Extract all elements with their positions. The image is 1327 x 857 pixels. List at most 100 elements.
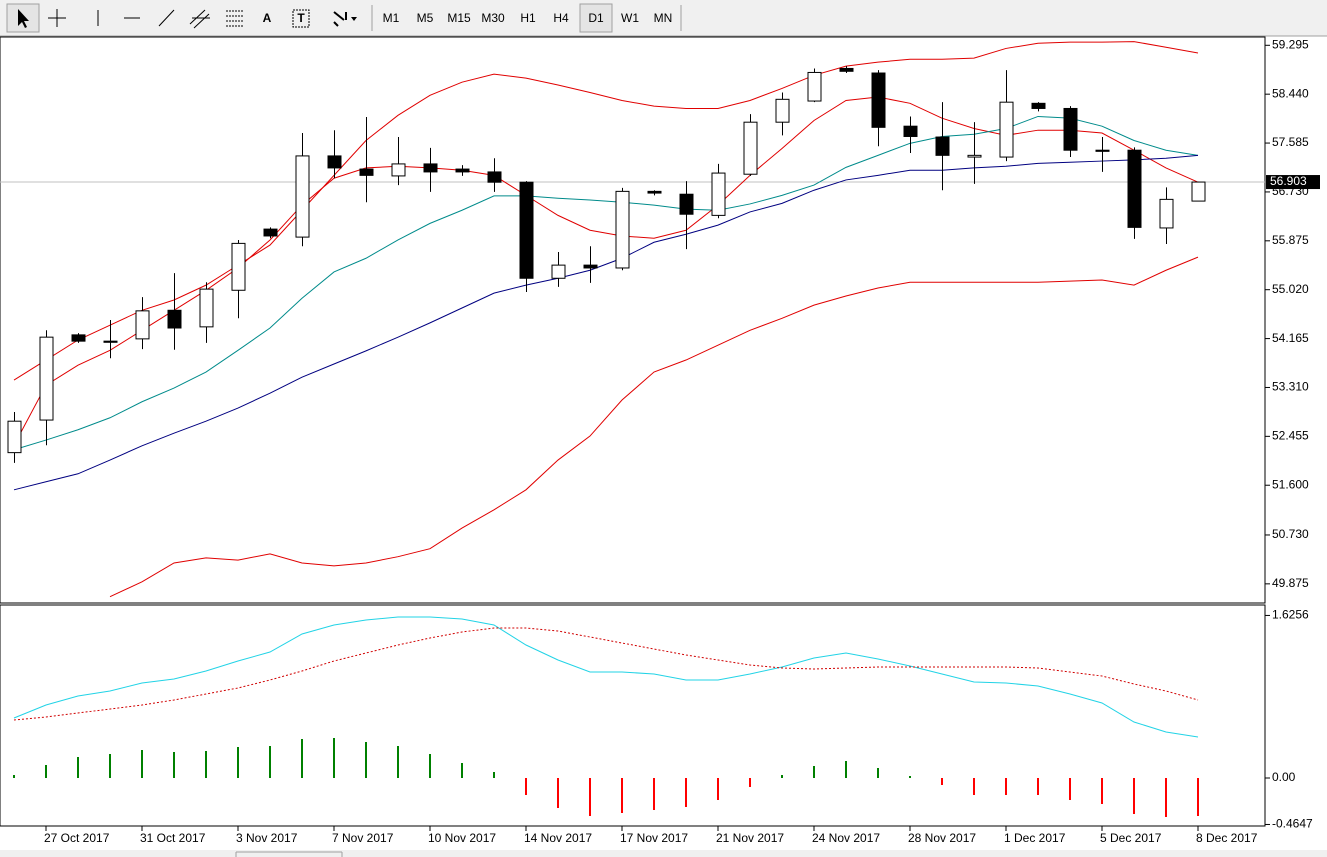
period-button[interactable]: M1 xyxy=(383,11,400,25)
price-plot xyxy=(0,41,1265,598)
current-price-box xyxy=(1266,175,1320,190)
macd-line xyxy=(13,616,1199,738)
candle-body xyxy=(359,168,374,176)
period-button[interactable]: H1 xyxy=(520,11,536,25)
cursor-icon xyxy=(18,9,29,28)
x-tick-label: 5 Dec 2017 xyxy=(1100,831,1162,845)
arrows-button[interactable] xyxy=(333,11,347,27)
y-tick-label: -0.4647 xyxy=(1272,817,1313,831)
candle-body xyxy=(1159,198,1174,229)
y-tick-label: 57.585 xyxy=(1272,135,1309,149)
candle-body xyxy=(391,163,406,177)
candle-body xyxy=(583,264,598,269)
y-tick-label: 54.165 xyxy=(1272,331,1309,345)
y-tick-label: 53.310 xyxy=(1272,380,1309,394)
candle-body xyxy=(135,310,150,340)
indicator-plot xyxy=(13,616,1199,817)
candle-body xyxy=(39,336,54,421)
indicator-line xyxy=(13,41,1199,381)
period-button[interactable]: M15 xyxy=(447,11,471,25)
trendline-button[interactable] xyxy=(158,9,175,27)
candle-body xyxy=(935,136,950,156)
period-button[interactable]: M30 xyxy=(481,11,505,25)
arrows-dropdown[interactable] xyxy=(351,17,357,21)
y-tick-label: 51.600 xyxy=(1272,477,1309,491)
candle-body xyxy=(487,171,502,183)
indicator-line xyxy=(13,154,1199,491)
candle-body xyxy=(903,125,918,137)
y-tick-label: 52.455 xyxy=(1272,429,1309,443)
x-tick-label: 28 Nov 2017 xyxy=(908,831,976,845)
period-button[interactable]: H4 xyxy=(553,11,569,25)
candle-body xyxy=(1127,149,1142,228)
text-label-box xyxy=(292,9,310,28)
period-button[interactable]: M5 xyxy=(417,11,434,25)
text-tool-button[interactable]: T xyxy=(297,11,305,25)
candle-body xyxy=(455,168,470,173)
candle-body xyxy=(967,154,982,158)
candle-body xyxy=(327,155,342,169)
candle-body xyxy=(711,172,726,216)
candle-body xyxy=(71,334,86,342)
candle-body xyxy=(647,190,662,194)
indicator-panel-frame xyxy=(0,604,1266,827)
candle-body xyxy=(295,155,310,238)
candle-body xyxy=(551,264,566,279)
crosshair-button[interactable] xyxy=(48,9,66,27)
indicator-line xyxy=(109,256,1199,598)
x-tick-label: 7 Nov 2017 xyxy=(332,831,394,845)
x-tick-label: 24 Nov 2017 xyxy=(812,831,880,845)
candle-body xyxy=(167,309,182,329)
candle-body xyxy=(1063,107,1078,151)
candle-body xyxy=(1031,102,1046,109)
candle-body xyxy=(1095,149,1110,152)
y-tick-label: 49.875 xyxy=(1272,576,1309,590)
x-tick-label: 3 Nov 2017 xyxy=(236,831,298,845)
period-button[interactable]: MN xyxy=(654,11,673,25)
candle-body xyxy=(999,101,1014,158)
indicator-line xyxy=(13,96,1199,446)
current-price-label: 56.903 xyxy=(1270,174,1307,188)
y-tick-label: 59.295 xyxy=(1272,37,1309,51)
macd-line xyxy=(13,627,1199,721)
indicator-line xyxy=(13,115,1199,451)
toolbar-bg xyxy=(0,0,1327,36)
fibonacci-button[interactable] xyxy=(226,10,244,27)
period-button[interactable]: D1 xyxy=(588,11,604,25)
candle-body xyxy=(743,121,758,175)
toolbar: A T M1 M5 M15 M30 H1 H4 D1 W1 MN xyxy=(0,0,1327,37)
price-panel-frame xyxy=(0,36,1266,604)
candle-body xyxy=(871,72,886,128)
candle-body xyxy=(7,420,22,454)
candle-body xyxy=(679,193,694,215)
period-button[interactable]: W1 xyxy=(621,11,639,25)
tab-bar xyxy=(0,850,1327,857)
candle-body xyxy=(807,71,822,102)
candle-body xyxy=(519,181,534,279)
y-tick-label: 50.730 xyxy=(1272,527,1309,541)
candle-body xyxy=(103,340,118,343)
candle-body xyxy=(199,288,214,328)
y-tick-label: 58.440 xyxy=(1272,86,1309,100)
y-tick-label: 55.020 xyxy=(1272,282,1309,296)
x-tick-label: 31 Oct 2017 xyxy=(140,831,206,845)
y-tick-label: 0.00 xyxy=(1272,770,1296,784)
text-tool-button[interactable]: A xyxy=(263,11,272,25)
x-tick-label: 27 Oct 2017 xyxy=(44,831,110,845)
channel-button[interactable] xyxy=(189,9,210,29)
candle-body xyxy=(615,190,630,269)
y-tick-label: 1.6256 xyxy=(1272,608,1309,622)
candle-body xyxy=(839,67,854,72)
candle-body xyxy=(263,228,278,237)
x-tick-label: 17 Nov 2017 xyxy=(620,831,688,845)
x-tick-label: 8 Dec 2017 xyxy=(1196,831,1258,845)
x-tick-label: 21 Nov 2017 xyxy=(716,831,784,845)
candle-body xyxy=(231,242,246,291)
x-tick-label: 10 Nov 2017 xyxy=(428,831,496,845)
tab xyxy=(235,851,343,857)
x-tick-label: 1 Dec 2017 xyxy=(1004,831,1066,845)
candle-body xyxy=(1191,181,1206,202)
candle-body xyxy=(775,98,790,123)
